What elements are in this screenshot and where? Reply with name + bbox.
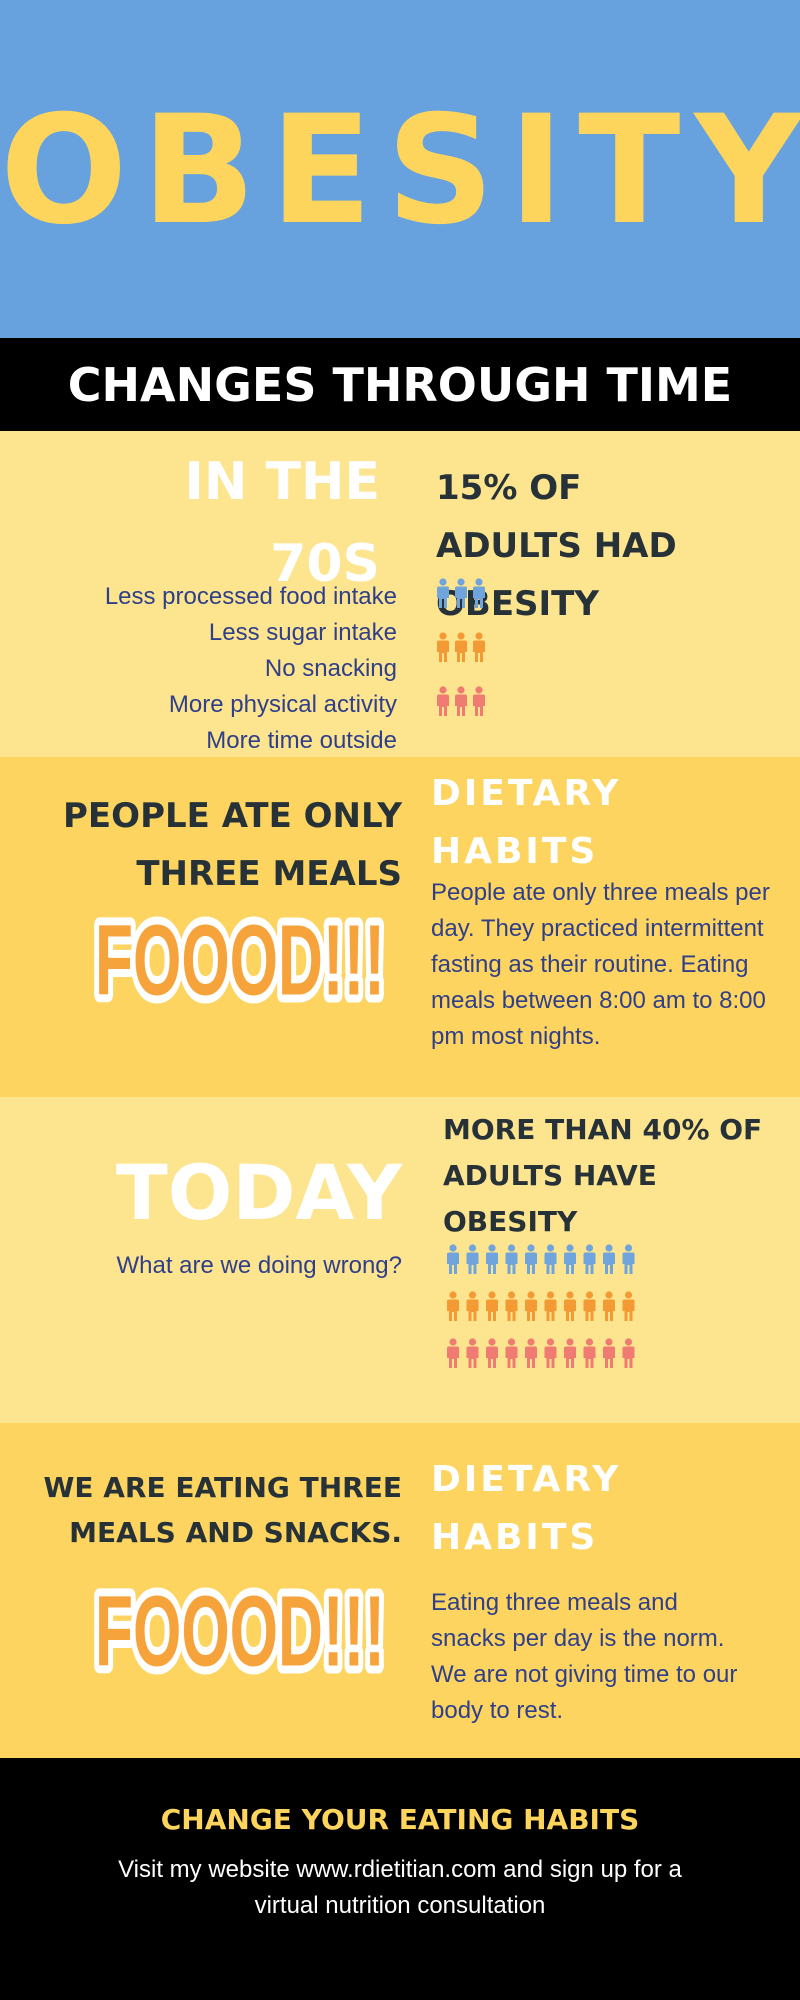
person-icon <box>473 686 485 716</box>
person-icon <box>455 578 467 608</box>
section-diet-today: WE ARE EATING THREE MEALS AND SNACKS. FO… <box>0 1423 800 1758</box>
habit-list: Less processed food intake Less sugar in… <box>105 579 397 759</box>
habit-item: More time outside <box>206 727 397 754</box>
person-icon <box>603 1291 615 1321</box>
title: OBESITY <box>0 84 800 258</box>
section-today: TODAY What are we doing wrong? MORE THAN… <box>0 1097 800 1423</box>
sticker-text: FOOOD!!! <box>95 1575 385 1687</box>
footer-text: Visit my website www.rdietitian.com and … <box>118 1856 682 1919</box>
person-icon <box>466 1338 479 1368</box>
sticker: FOOOD!!! <box>87 902 393 1024</box>
footer-title: CHANGE YOUR EATING HABITS <box>160 1803 640 1836</box>
person-icon <box>486 1291 498 1321</box>
footer: CHANGE YOUR EATING HABITS Visit my websi… <box>0 1758 800 2000</box>
section-70s: IN THE 70S Less processed food intake Le… <box>0 431 800 757</box>
stat: MORE THAN 40% OF ADULTS HAVE OBESITY <box>443 1113 763 1238</box>
habit-item: No snacking <box>264 655 397 682</box>
person-icon <box>622 1338 635 1368</box>
person-icon <box>583 1291 596 1321</box>
section-heading: DIETARY HABITS <box>431 773 622 872</box>
subheading: What are we doing wrong? <box>116 1252 403 1279</box>
person-icon <box>583 1244 596 1274</box>
sticker: FOOOD!!! <box>87 1573 393 1695</box>
person-icon <box>564 1338 576 1368</box>
person-icon <box>622 1244 635 1274</box>
person-icon <box>455 686 467 716</box>
person-icon <box>544 1291 557 1321</box>
person-icon <box>466 1244 479 1274</box>
section-heading: DIETARY HABITS <box>431 1459 622 1558</box>
section-heading: IN THE 70S <box>184 452 380 594</box>
person-icon <box>447 1338 459 1368</box>
habit-item: Less sugar intake <box>208 619 397 646</box>
person-icon <box>525 1338 537 1368</box>
person-icon <box>603 1244 615 1274</box>
habit-item: Less processed food intake <box>104 583 397 610</box>
statement: PEOPLE ATE ONLY THREE MEALS <box>63 796 402 894</box>
person-icon <box>505 1244 518 1274</box>
people-icons <box>437 578 485 716</box>
banner: CHANGES THROUGH TIME <box>0 338 800 431</box>
person-icon <box>486 1244 498 1274</box>
person-icon <box>525 1291 537 1321</box>
habit-item: More physical activity <box>168 691 397 718</box>
person-icon <box>564 1244 576 1274</box>
person-icon <box>437 686 449 716</box>
person-icon <box>486 1338 498 1368</box>
person-icon <box>473 578 485 608</box>
statement: WE ARE EATING THREE MEALS AND SNACKS. <box>43 1471 402 1549</box>
person-icon <box>505 1338 518 1368</box>
person-icon <box>473 632 485 662</box>
person-icon <box>437 578 449 608</box>
person-icon <box>455 632 467 662</box>
person-icon <box>525 1244 537 1274</box>
person-icon <box>544 1338 557 1368</box>
paragraph: People ate only three meals per day. The… <box>431 879 770 1050</box>
person-icon <box>505 1291 518 1321</box>
person-icon <box>603 1338 615 1368</box>
banner-text: CHANGES THROUGH TIME <box>67 358 733 412</box>
person-icon <box>437 632 449 662</box>
person-icon <box>564 1291 576 1321</box>
person-icon <box>544 1244 557 1274</box>
person-icon <box>447 1291 459 1321</box>
person-icon <box>583 1338 596 1368</box>
sticker-text: FOOOD!!! <box>95 904 385 1016</box>
section-diet-past: PEOPLE ATE ONLY THREE MEALS FOOOD!!! DIE… <box>0 757 800 1097</box>
people-icons <box>447 1244 635 1368</box>
header: OBESITY <box>0 0 800 338</box>
paragraph: Eating three meals and snacks per day is… <box>431 1589 738 1724</box>
person-icon <box>447 1244 459 1274</box>
person-icon <box>466 1291 479 1321</box>
section-heading: TODAY <box>115 1148 402 1237</box>
person-icon <box>622 1291 635 1321</box>
